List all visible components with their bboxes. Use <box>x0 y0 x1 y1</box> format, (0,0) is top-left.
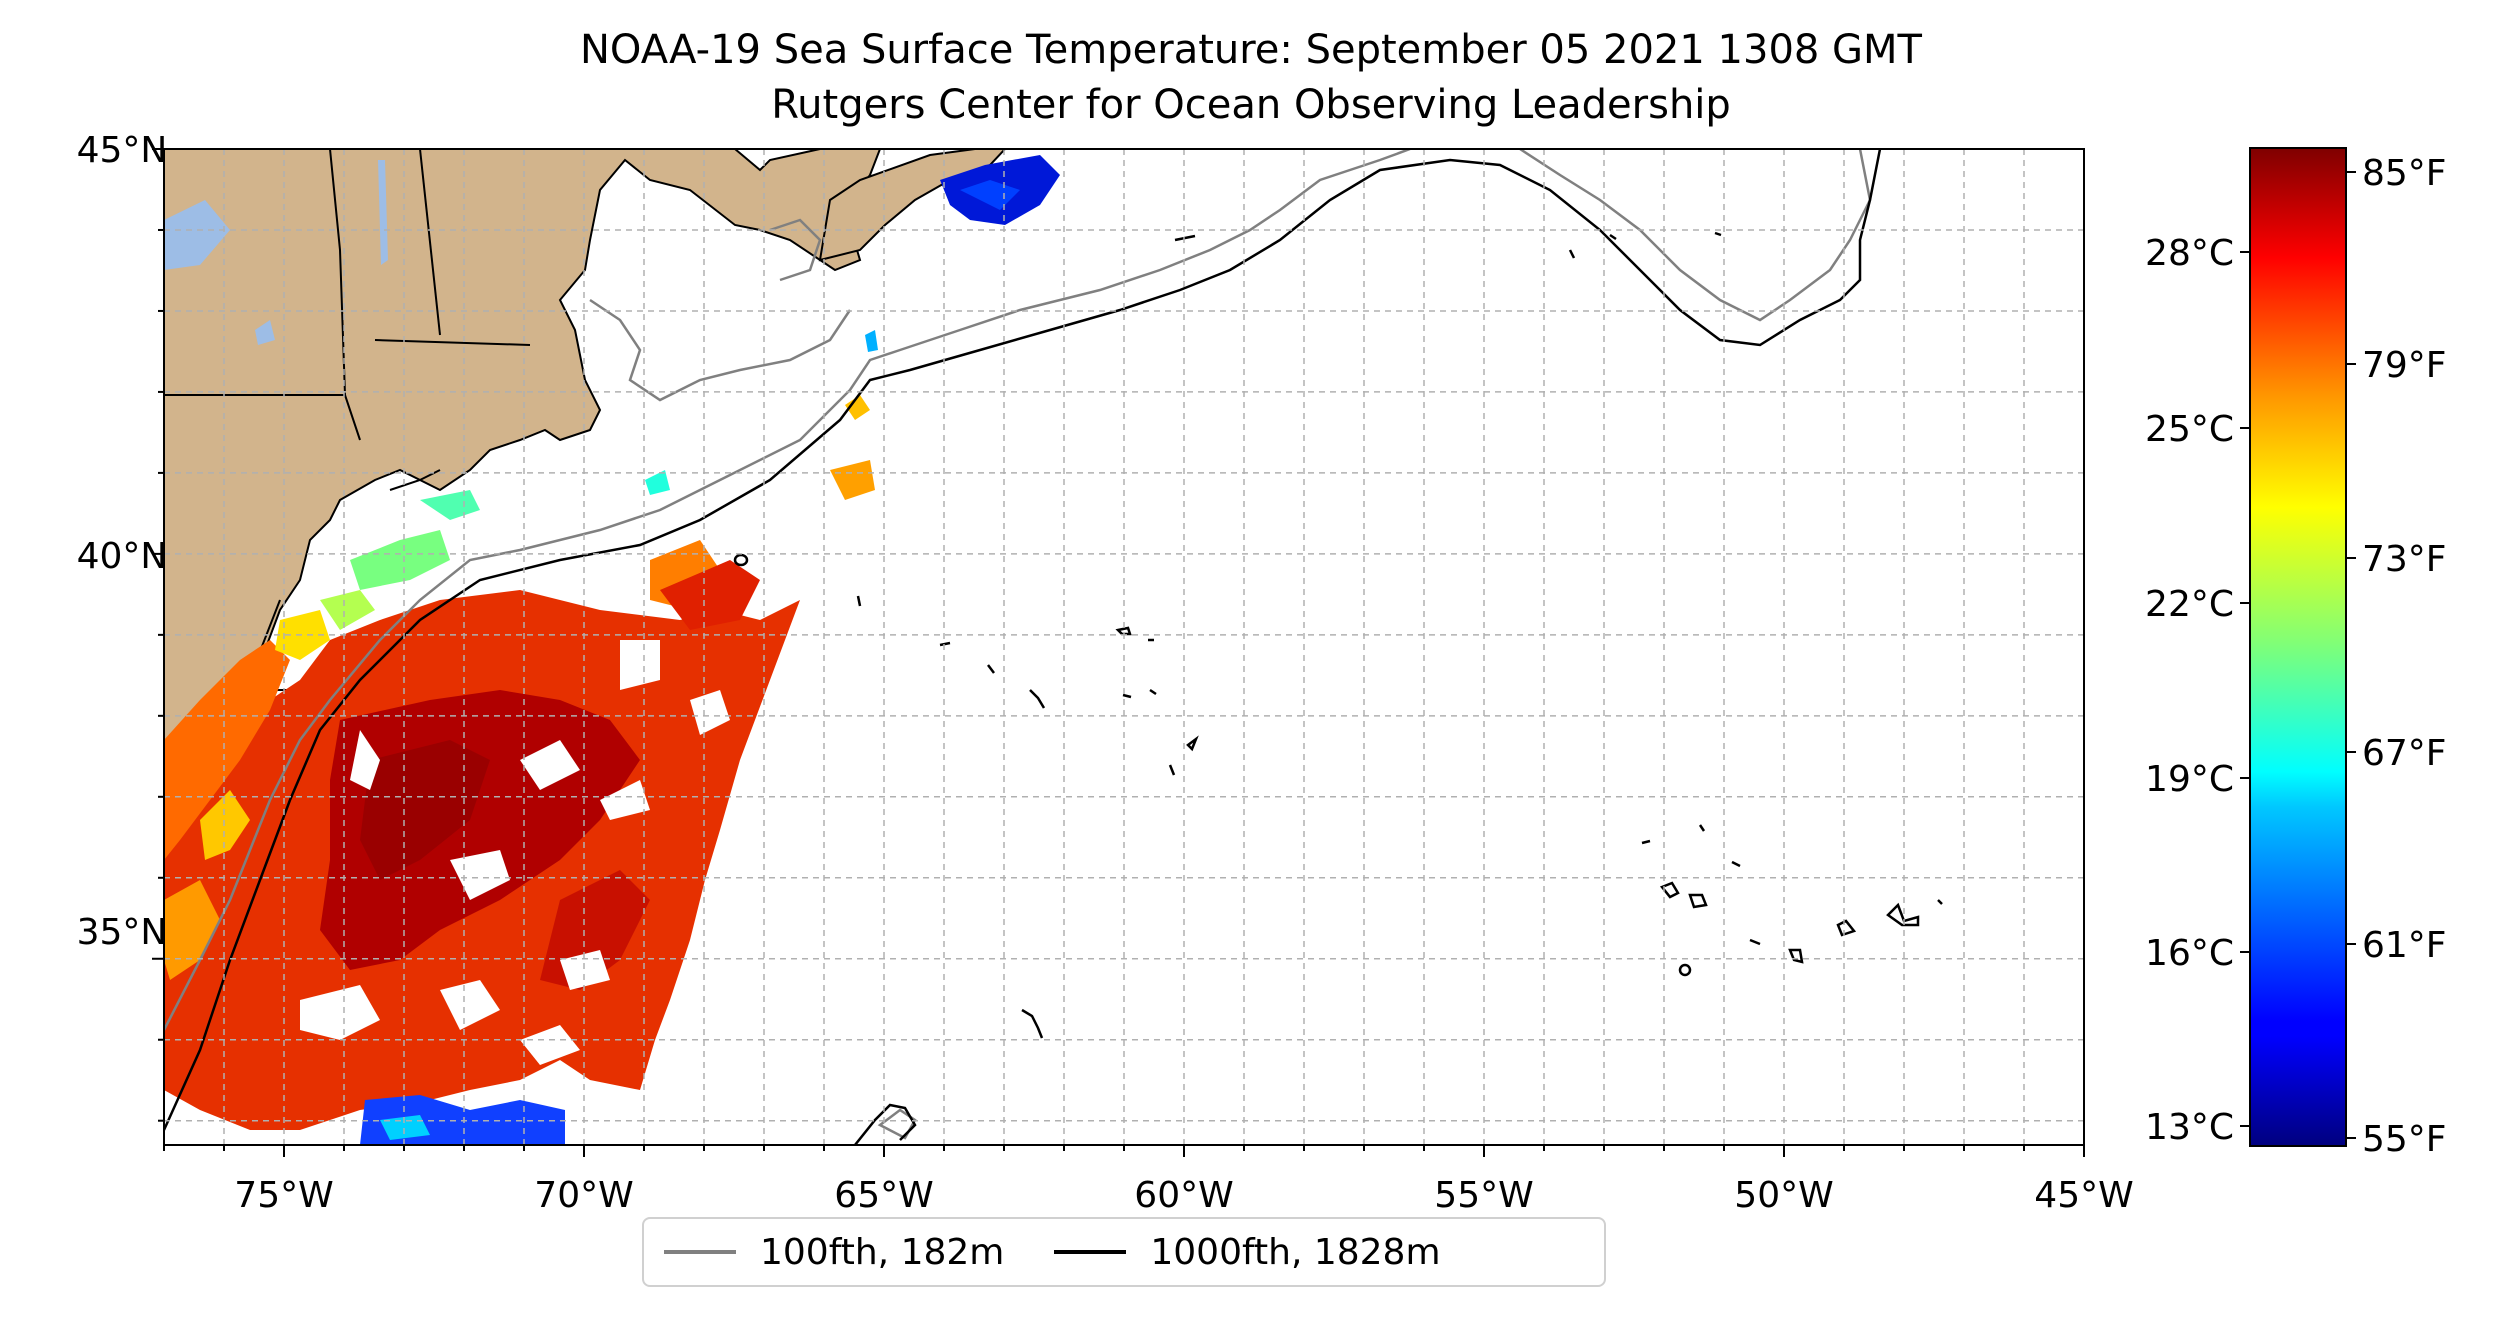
colorbar-celsius-label: 25°C <box>2145 409 2234 450</box>
lon-tick-label: 45°W <box>2034 1175 2133 1216</box>
legend-swatch-black <box>1054 1250 1127 1254</box>
lon-tick-label: 60°W <box>1134 1175 1233 1216</box>
lat-tick-label: 40°N <box>77 536 168 577</box>
chart-subtitle: Rutgers Center for Ocean Observing Leade… <box>771 82 1731 128</box>
legend: 100fth, 182m 1000fth, 1828m <box>642 1217 1606 1287</box>
seamount-contours <box>733 231 1943 1039</box>
lat-tick-label: 35°N <box>77 912 168 953</box>
land-nova-scotia <box>818 149 1007 262</box>
colorbar-fahrenheit-label: 61°F <box>2362 925 2447 966</box>
lake-small <box>255 320 275 345</box>
lon-tick-label: 70°W <box>534 1175 633 1216</box>
lon-tick-label: 65°W <box>834 1175 933 1216</box>
legend-label: 1000fth, 1828m <box>1150 1231 1441 1273</box>
colorbar-celsius-label: 16°C <box>2145 933 2234 974</box>
lon-tick-label: 55°W <box>1434 1175 1533 1216</box>
colorbar-celsius-label: 19°C <box>2145 759 2234 800</box>
colorbar-celsius-label: 22°C <box>2145 584 2234 625</box>
lat-tick-label: 45°N <box>77 130 168 171</box>
isobath-1000fth <box>164 149 1882 1145</box>
legend-item-1000fth: 1000fth, 1828m <box>1054 1231 1441 1273</box>
lon-tick-label: 75°W <box>234 1175 333 1216</box>
chart-title: NOAA-19 Sea Surface Temperature: Septemb… <box>580 27 1922 73</box>
colorbar-fahrenheit-label: 73°F <box>2362 539 2447 580</box>
colorbar <box>2249 147 2347 1147</box>
lake-champlain <box>378 160 388 265</box>
map-gridlines <box>164 149 2084 1145</box>
lake-ontario-edge <box>164 200 230 270</box>
colorbar-fahrenheit-label: 79°F <box>2362 345 2447 386</box>
colorbar-fahrenheit-label: 55°F <box>2362 1119 2447 1160</box>
colorbar-ticks <box>2240 171 2356 1139</box>
isobath-100fth <box>164 149 1872 1140</box>
colorbar-fahrenheit-label: 67°F <box>2362 733 2447 774</box>
legend-swatch-gray <box>664 1250 736 1254</box>
legend-item-100fth: 100fth, 182m <box>664 1232 1004 1273</box>
colorbar-fahrenheit-label: 85°F <box>2362 153 2447 194</box>
legend-label: 100fth, 182m <box>760 1231 1005 1273</box>
colorbar-celsius-label: 13°C <box>2145 1107 2234 1148</box>
colorbar-celsius-label: 28°C <box>2145 233 2234 274</box>
map-ticks <box>152 148 2085 1157</box>
lon-tick-label: 50°W <box>1734 1175 1833 1216</box>
